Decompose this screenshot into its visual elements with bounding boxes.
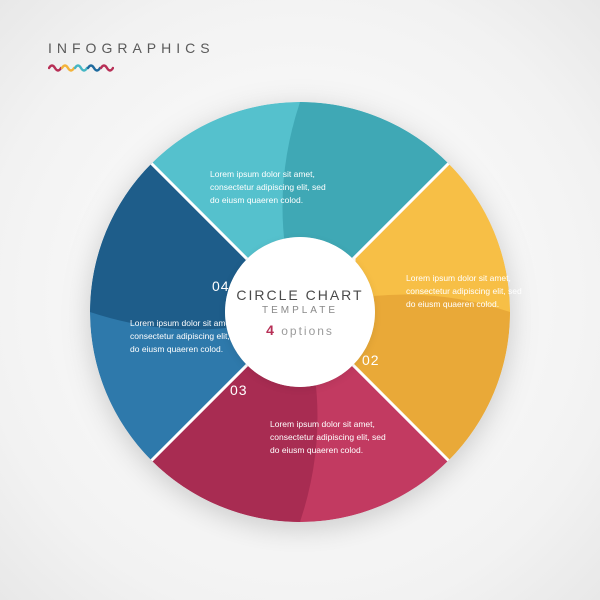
circle-chart: Lorem ipsum dolor sit amet, consectetur …: [90, 102, 510, 522]
center-title: CIRCLE CHART: [236, 287, 363, 303]
center-subtitle: TEMPLATE: [262, 305, 338, 316]
center-options-word: options: [281, 324, 334, 338]
segment-03-number: 03: [230, 382, 248, 398]
header: INFOGRAPHICS: [48, 40, 215, 77]
segment-01-text: Lorem ipsum dolor sit amet, consectetur …: [210, 168, 330, 206]
center-count: 4: [266, 322, 276, 338]
segment-03-text: Lorem ipsum dolor sit amet, consectetur …: [270, 418, 390, 456]
center-options: 4 options: [266, 322, 334, 338]
header-title: INFOGRAPHICS: [48, 40, 215, 56]
segment-02-number: 02: [362, 352, 380, 368]
center-circle: CIRCLE CHART TEMPLATE 4 options: [225, 237, 375, 387]
header-accent-squiggle: [48, 62, 114, 72]
segment-02-text: Lorem ipsum dolor sit amet, consectetur …: [406, 272, 526, 310]
